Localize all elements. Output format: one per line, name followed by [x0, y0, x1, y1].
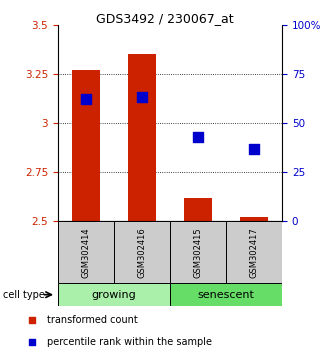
Text: GDS3492 / 230067_at: GDS3492 / 230067_at — [96, 12, 234, 25]
Text: transformed count: transformed count — [47, 315, 138, 325]
Text: percentile rank within the sample: percentile rank within the sample — [47, 337, 212, 347]
Point — [83, 97, 88, 102]
FancyBboxPatch shape — [58, 283, 170, 306]
FancyBboxPatch shape — [226, 221, 282, 283]
FancyBboxPatch shape — [58, 221, 114, 283]
Point — [29, 317, 34, 323]
Text: GSM302414: GSM302414 — [81, 227, 90, 278]
FancyBboxPatch shape — [114, 221, 170, 283]
Bar — [240, 217, 268, 221]
Text: GSM302416: GSM302416 — [137, 227, 147, 278]
Bar — [128, 54, 156, 221]
Point — [139, 95, 145, 100]
Text: GSM302417: GSM302417 — [249, 227, 259, 278]
FancyBboxPatch shape — [170, 283, 282, 306]
FancyBboxPatch shape — [170, 221, 226, 283]
Point — [29, 339, 34, 344]
Text: growing: growing — [91, 290, 136, 300]
Text: GSM302415: GSM302415 — [193, 227, 203, 278]
Bar — [72, 70, 100, 221]
Point — [251, 146, 257, 152]
Point — [195, 134, 201, 139]
Text: senescent: senescent — [198, 290, 254, 300]
Bar — [184, 198, 212, 221]
Text: cell type: cell type — [3, 290, 45, 300]
